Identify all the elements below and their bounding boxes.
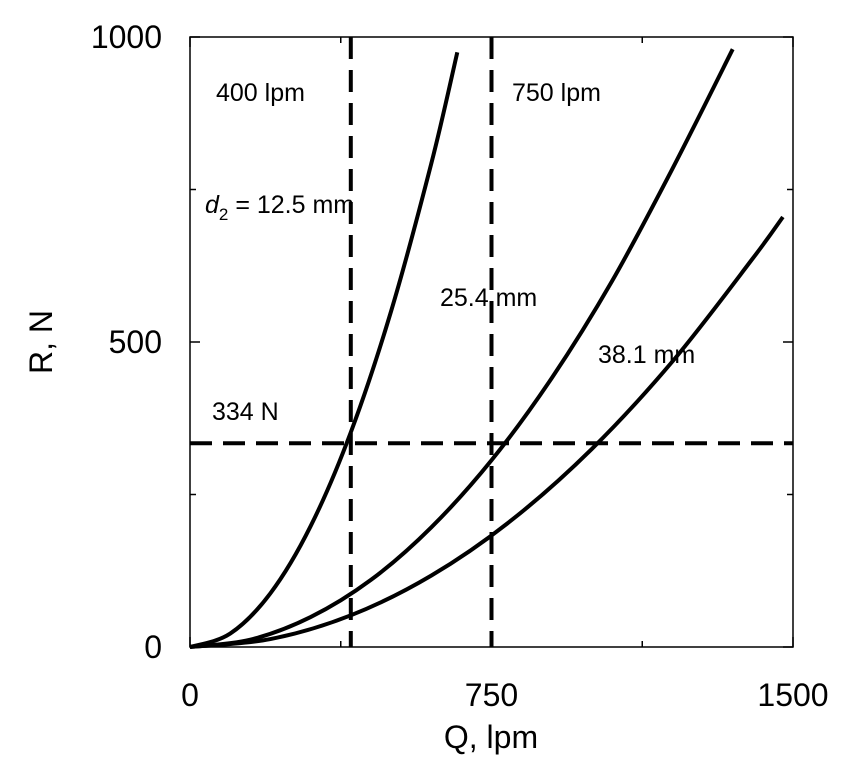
y-tick-label: 0 <box>144 629 162 665</box>
d2-symbol: d <box>205 191 220 219</box>
y-tick-label: 500 <box>109 324 162 360</box>
curve-label-25-4: 25.4 mm <box>440 284 537 312</box>
curve-label-12-5: d2 = 12.5 mm <box>205 191 354 224</box>
x-tick-label: 0 <box>181 677 199 713</box>
y-axis-label: R, N <box>23 310 59 374</box>
d2-subscript: 2 <box>219 205 228 224</box>
data-curves <box>189 48 785 649</box>
plot-area <box>189 36 794 649</box>
x-tick-label: 1500 <box>757 677 828 713</box>
reference-lines <box>190 37 793 647</box>
series-curve-2 <box>189 48 735 649</box>
ref-line-label-400: 400 lpm <box>216 79 305 107</box>
ref-line-label-750: 750 lpm <box>512 79 601 107</box>
ref-line-label-334: 334 N <box>212 398 279 426</box>
y-tick-label: 1000 <box>91 19 162 55</box>
x-tick-label: 750 <box>465 677 518 713</box>
x-tick-labels: 0 750 1500 <box>181 677 828 713</box>
curve-label-38-1: 38.1 mm <box>598 341 695 369</box>
y-tick-labels: 0 500 1000 <box>91 19 162 665</box>
d2-value: = 12.5 mm <box>228 191 354 219</box>
series-curve-3 <box>189 215 785 649</box>
x-axis-label: Q, lpm <box>444 719 538 755</box>
series-curve-1 <box>189 51 460 649</box>
